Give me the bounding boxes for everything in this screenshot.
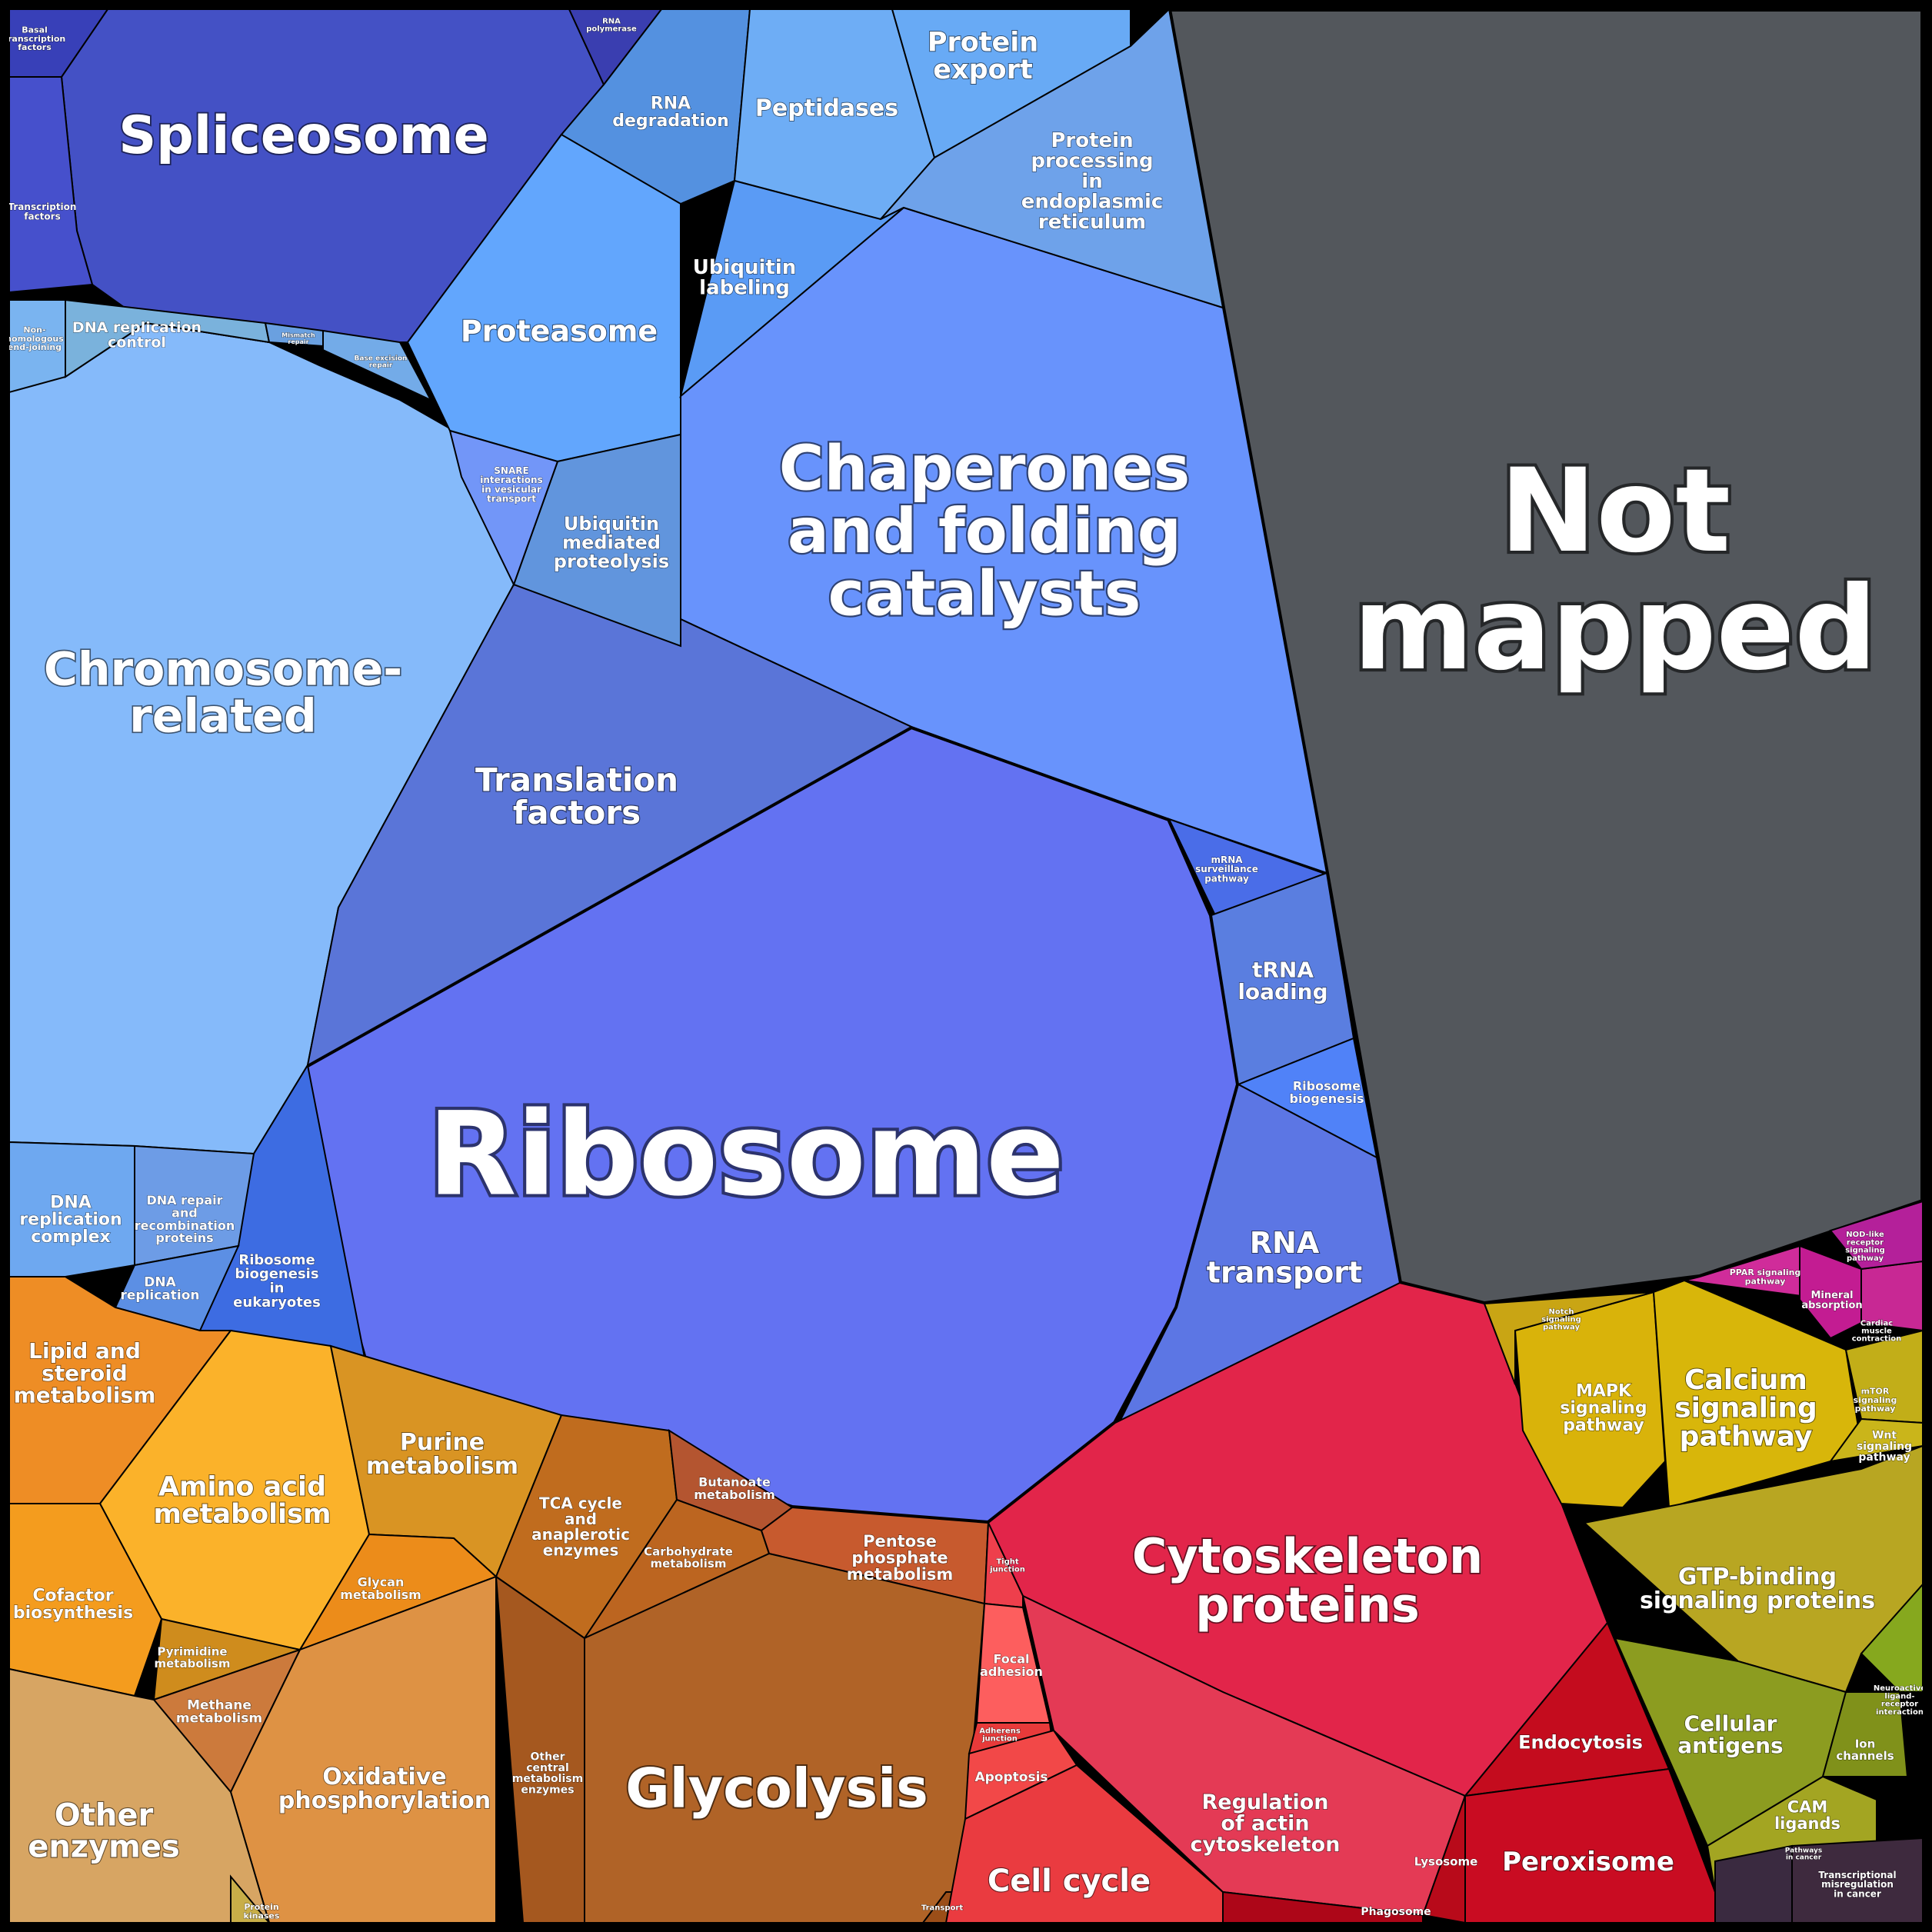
- peptidases-label: Peptidases: [755, 95, 898, 122]
- mrna-surveillance-label: mRNA surveillance pathway: [1195, 854, 1258, 884]
- protein-processing-er-label: Protein processing in endoplasmic reticulum: [1021, 129, 1164, 234]
- ion-channels-cell: [1821, 1691, 1909, 1777]
- rna-transport-label: RNA transport: [1207, 1226, 1362, 1290]
- translation-factors-label: Translation factors: [475, 761, 678, 831]
- ubiquitin-proteolysis-label: Ubiquitin mediated proteolysis: [554, 513, 669, 572]
- ribosome-biogenesis-euk-label: Ribosome biogenesis in eukaryotes: [233, 1252, 321, 1311]
- cam-ligands-label: CAM ligands: [1774, 1798, 1840, 1833]
- glycolysis-label: Glycolysis: [625, 1757, 928, 1820]
- cytoskeleton-label: Cytoskeleton proteins: [1132, 1528, 1483, 1633]
- tca-cycle-label: TCA cycle and anaplerotic enzymes: [531, 1494, 630, 1559]
- tight-junction-label: Tight junction: [989, 1557, 1025, 1574]
- basal-transcription-label: Basal transcription factors: [4, 25, 66, 52]
- ppar-label: PPAR signaling pathway: [1730, 1267, 1801, 1286]
- adherens-junction-label: Adherens junction: [979, 1727, 1021, 1743]
- dna-replication-label: DNA replication: [120, 1274, 199, 1303]
- trna-loading-label: tRNA loading: [1237, 958, 1327, 1005]
- pentose-phosphate-label: Pentose phosphate metabolism: [847, 1532, 954, 1584]
- lipid-steroid-label: Lipid and steroid metabolism: [14, 1338, 156, 1407]
- transcription-factors-label: Transcription factors: [8, 202, 77, 222]
- mismatch-repair-label: Mismatch repair: [281, 332, 315, 345]
- ion-channels-label: Ion channels: [1836, 1737, 1894, 1763]
- chromosome-label: Chromosome-related: [44, 642, 402, 743]
- peroxisome-label: Peroxisome: [1502, 1847, 1674, 1877]
- mtor-label: mTOR signaling pathway: [1854, 1387, 1897, 1414]
- apoptosis-label: Apoptosis: [974, 1770, 1048, 1785]
- mapk-label: MAPK signaling pathway: [1560, 1381, 1647, 1435]
- wnt-label: Wnt signaling pathway: [1857, 1430, 1912, 1464]
- protein-kinases-label: Protein kinases: [244, 1902, 280, 1920]
- phagosome-label: Phagosome: [1361, 1906, 1431, 1918]
- not-mapped-label: Not mapped: [1353, 445, 1877, 696]
- ribosome-biogenesis-label: Ribosome biogenesis: [1289, 1078, 1364, 1105]
- mineral-absorption-cell: [1799, 1244, 1862, 1340]
- snare-label: SNARE interactions in vesicular transport: [480, 465, 542, 505]
- lysosome-label: Lysosome: [1414, 1854, 1478, 1868]
- protein-export-label: Protein export: [928, 27, 1038, 85]
- ubiquitin-labeling-cell: [679, 179, 904, 398]
- transport-label: Transport: [921, 1904, 963, 1913]
- notch-cell: [1483, 1291, 1654, 1385]
- nhej-label: Non-homologous end-joining: [5, 325, 64, 352]
- cell-cycle-label: Cell cycle: [988, 1864, 1151, 1899]
- dna-replication-control-label: DNA replication control: [72, 319, 202, 351]
- other-central-label: Other central metabolism enzymes: [512, 1750, 583, 1796]
- carbohydrate-label: Carbohydrate metabolism: [644, 1545, 733, 1571]
- other-enzymes-label: Other enzymes: [28, 1798, 180, 1865]
- cofactor-label: Cofactor biosynthesis: [13, 1586, 133, 1622]
- pathways-cancer-label: Pathways in cancer: [1785, 1847, 1822, 1862]
- methane-label: Methane metabolism: [176, 1697, 262, 1726]
- snare-cell: [448, 429, 559, 587]
- proteasome-label: Proteasome: [461, 314, 658, 348]
- amino-acid-label: Amino acid metabolism: [154, 1471, 331, 1530]
- ribosome-label: Ribosome: [428, 1088, 1064, 1222]
- nod-like-label: NOD-like receptor signaling pathway: [1845, 1231, 1885, 1263]
- base-excision-repair-label: Base excision repair: [355, 355, 408, 370]
- cellular-antigens-label: Cellular antigens: [1677, 1711, 1783, 1759]
- focal-adhesion-label: Focal adhesion: [980, 1651, 1043, 1678]
- neuroactive-ligand-label: Neuroactive ligand-receptor interaction: [1874, 1684, 1926, 1717]
- regulation-actin-label: Regulation of actin cytoskeleton: [1191, 1790, 1341, 1857]
- spliceosome-label: Spliceosome: [118, 105, 489, 166]
- endocytosis-label: Endocytosis: [1518, 1731, 1643, 1753]
- oxidative-phosphorylation-label: Oxidative phosphorylation: [278, 1764, 491, 1814]
- glycan-label: Glycan metabolism: [340, 1574, 421, 1601]
- notch-label: Notch signaling pathway: [1541, 1307, 1581, 1331]
- dna-replication-complex-label: DNA replication complex: [19, 1193, 122, 1247]
- rna-polymerase-label: RNA polymerase: [586, 17, 637, 33]
- purine-label: Purine metabolism: [366, 1429, 518, 1480]
- gtp-binding-label: GTP-binding signaling proteins: [1640, 1564, 1875, 1614]
- transcriptional-misregulation-label: Transcriptional misregulation in cancer: [1818, 1870, 1896, 1899]
- mineral-absorption-label: Mineral absorption: [1801, 1290, 1862, 1311]
- dna-repair-label: DNA repair and recombination proteins: [135, 1193, 235, 1245]
- butanoate-label: Butanoate metabolism: [694, 1474, 775, 1501]
- base-excision-repair-cell: [322, 329, 433, 402]
- calcium-label: Calcium signaling pathway: [1674, 1364, 1817, 1452]
- pyrimidine-label: Pyrimidine metabolism: [155, 1645, 231, 1671]
- cardiac-muscle-label: Cardiac muscle contraction: [1852, 1319, 1902, 1343]
- chaperones-label: Chaperones and folding catalysts: [779, 432, 1190, 629]
- ubiquitin-labeling-label: Ubiquitin labeling: [693, 256, 797, 300]
- rna-degradation-label: RNA degradation: [612, 94, 729, 130]
